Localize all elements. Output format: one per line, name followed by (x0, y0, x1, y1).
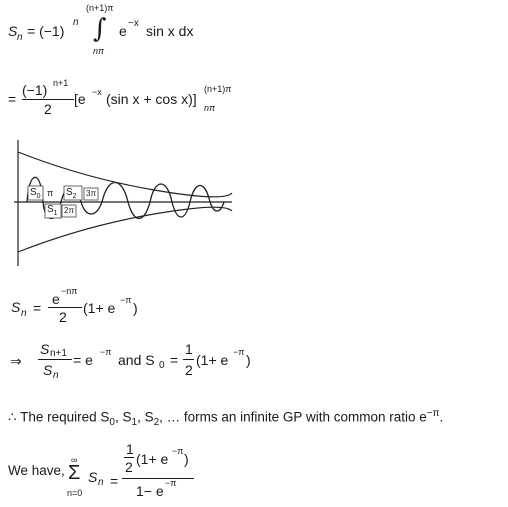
eq2-numerator: (−1) (22, 82, 48, 98)
graph-label-s2: S2 (66, 187, 77, 200)
eq3-close: ) (133, 300, 138, 316)
graph-label-s1: S1 (47, 204, 58, 217)
conclusion-sub-2: 2 (153, 417, 160, 429)
conclusion-comma-1: , S (114, 409, 132, 425)
graph-box-3pi (83, 187, 99, 201)
conclusion-text-1: The required S (20, 409, 110, 425)
eq4-rest-exp: −π (233, 347, 245, 357)
eq1-integral: ∫ (93, 14, 107, 44)
eq5-equals: = (110, 473, 119, 489)
eq4-den-s: S (43, 362, 53, 378)
eq5-upper: ∞ (71, 455, 78, 465)
eq1-upper-limit: (n+1)π (86, 3, 114, 13)
graph-box-s1 (44, 203, 62, 219)
eq5-s: S (88, 469, 98, 485)
eq4-half-den: 2 (185, 362, 193, 378)
graph-label-2pi: 2π (64, 206, 74, 215)
eq4-and-sub: 0 (159, 360, 165, 371)
eq2-denominator: 2 (44, 101, 52, 117)
graph-box-s0 (27, 185, 44, 201)
graph-box-s2 (63, 185, 83, 201)
graph-svg (14, 140, 233, 266)
eq2-num-exp: n+1 (53, 78, 69, 88)
eq5-den: 1− e (136, 483, 164, 499)
conclusion-sub-0: 0 (109, 417, 115, 429)
graph-label-pi: π (47, 188, 54, 198)
eq5-s-sub: n (98, 477, 104, 488)
conclusion-text-2: , … forms an infinite GP with common rat… (159, 409, 427, 425)
damped-sine-graph: S0 π S2 3π S1 2π (14, 140, 234, 266)
eq4-arrow: ⇒ (10, 353, 22, 369)
eq3-fraction-bar (48, 307, 82, 308)
eq5-half-bar (124, 457, 134, 458)
graph-hump-4 (80, 201, 103, 215)
eq4-num-sub: n+1 (50, 348, 67, 359)
eq4-rest: (1+ e (196, 352, 229, 368)
conclusion-exp: −π (426, 408, 440, 419)
eq2-fraction-bar (22, 99, 74, 100)
eq2-bracket: [e (74, 91, 86, 107)
conclusion-period: . (439, 409, 444, 425)
eq3-s: S (11, 299, 21, 315)
eq3-numerator: e (52, 291, 60, 307)
eq3-equals: = (33, 300, 42, 316)
eq4-and: and S (118, 352, 155, 368)
eq4-fraction-bar (38, 359, 72, 360)
eq2-equals: = (8, 91, 17, 107)
eq4-close: ) (246, 352, 251, 368)
eq1-s: S (8, 23, 18, 39)
eq5-den-exp: −π (165, 478, 177, 488)
graph-lower-envelope (17, 206, 233, 253)
conclusion-sub-1: 1 (131, 417, 138, 429)
eq5-paren: (1+ e (136, 451, 169, 467)
eq3-rest-exp: −π (120, 295, 132, 305)
eq1-s-sub: n (17, 32, 23, 43)
eq4-half-bar (183, 359, 194, 360)
eq4-equals: = (170, 352, 179, 368)
eq4-num-s: S (40, 341, 50, 357)
graph-wave-5 (101, 182, 151, 220)
eq5-lower: n=0 (67, 488, 83, 498)
conclusion-line: ∴ The required S0, S1, S2, … forms an in… (8, 408, 443, 428)
eq3-num-exp: −nπ (61, 286, 78, 296)
eq5-fraction-bar (122, 478, 194, 479)
eq2-upper-limit: (n+1)π (204, 84, 232, 94)
conclusion-comma-2: , S (137, 409, 154, 425)
therefore-symbol: ∴ (8, 409, 17, 425)
graph-wave-7 (189, 184, 225, 212)
eq3-s-sub: n (21, 308, 27, 319)
eq5-lead: We have, (8, 463, 65, 478)
eq1-lower-limit: nπ (93, 46, 105, 56)
eq1-exp-n: n (73, 17, 79, 28)
eq1-e-exp: −x (128, 18, 139, 29)
eq1-neg1: = (−1) (27, 23, 65, 39)
eq5-half-num: 1 (126, 441, 134, 457)
eq2-bracket-rest: (sin x + cos x)] (106, 91, 197, 107)
eq1-e: e (119, 23, 127, 39)
eq5-paren-exp: −π (172, 446, 184, 456)
graph-label-s0: S0 (30, 187, 41, 200)
graph-wave-6 (149, 183, 191, 218)
eq4-equals-e: = e (73, 352, 93, 368)
eq5-half-den: 2 (125, 459, 133, 475)
eq2-bracket-exp: −x (92, 87, 102, 97)
eq5-paren-close: ) (184, 451, 189, 467)
eq4-exp: −π (100, 347, 112, 357)
graph-label-3pi: 3π (86, 189, 96, 198)
eq4-den-sub: n (53, 370, 59, 381)
eq1-integrand: sin x dx (146, 23, 194, 39)
eq4-half-num: 1 (185, 341, 193, 357)
eq3-rest: (1+ e (83, 300, 116, 316)
eq2-lower-limit: nπ (204, 103, 216, 113)
graph-box-2pi (61, 204, 77, 218)
eq3-denominator: 2 (59, 309, 67, 325)
eq5-sigma: Σ (68, 462, 81, 484)
